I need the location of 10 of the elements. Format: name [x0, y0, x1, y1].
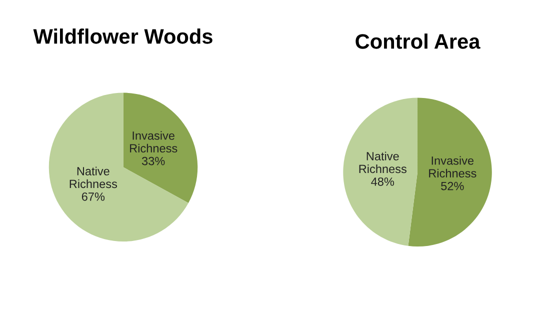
data-label: 67% — [82, 192, 105, 201]
slice-label: Native Richness — [359, 152, 406, 174]
slice-label: Invasive Richness — [130, 131, 178, 153]
data-label: 52% — [441, 182, 464, 190]
chart-title: Control Area — [356, 34, 480, 49]
slice-label: Invasive Richness — [429, 156, 476, 178]
chart-title: Wildflower Woods — [33, 28, 212, 44]
slice-label: Native Richness — [70, 166, 118, 188]
data-label: 33% — [142, 156, 165, 166]
data-label: 48% — [371, 177, 394, 186]
